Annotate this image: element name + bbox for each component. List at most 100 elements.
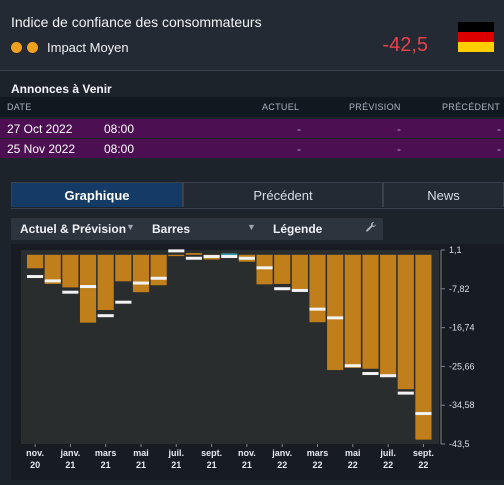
x-tick-label: sept. <box>413 448 434 458</box>
x-tick-label: janv. <box>59 448 80 458</box>
chevron-down-icon[interactable]: ▼ <box>247 222 256 232</box>
chart-bar <box>256 254 273 285</box>
legend-button[interactable]: Légende <box>273 222 323 236</box>
chart-bar <box>27 254 44 269</box>
upcoming-table-header: DATE ACTUEL PRÉVISION PRÉCÉDENT <box>0 97 504 117</box>
chart-toolbar: Actuel & Prévision ▼ Barres ▼ Légende <box>11 218 383 240</box>
chart-bar <box>150 254 167 286</box>
y-tick-label: -34,58 <box>449 400 475 410</box>
upcoming-title: Annonces à Venir <box>11 82 112 96</box>
forecast-marker <box>344 364 361 368</box>
chart-bar <box>221 253 238 255</box>
chart-bar <box>309 254 326 323</box>
row-previous: - <box>497 122 501 136</box>
x-tick-label: mai <box>345 448 361 458</box>
indicator-header: Indice de confiance des consommateurs Im… <box>0 0 504 70</box>
divider <box>0 70 504 71</box>
chart-bar <box>344 254 361 368</box>
row-previous: - <box>497 142 501 156</box>
chart-bar <box>291 254 308 291</box>
y-tick-label: -25,66 <box>449 361 475 371</box>
y-tick-label: -43,5 <box>449 439 470 449</box>
chart-bar <box>132 254 150 293</box>
row-actual: - <box>297 142 301 156</box>
table-row[interactable]: 27 Oct 2022 08:00 - - - <box>0 119 504 138</box>
chart-bar <box>62 254 79 288</box>
tab-news[interactable]: News <box>383 182 504 207</box>
x-tick-label: juil. <box>168 448 185 458</box>
forecast-marker <box>150 276 167 280</box>
y-tick-label: -7,82 <box>449 284 470 294</box>
col-previous: PRÉCÉDENT <box>442 102 501 112</box>
x-tick-label: mars <box>95 448 117 458</box>
x-tick-label: 22 <box>348 460 358 470</box>
forecast-marker <box>44 279 61 283</box>
chart-area: 1,1 -7,82 -16,74 -25,66 -34,58 -43,5 nov. 20 jan… <box>11 244 504 480</box>
y-tick-label: 1,1 <box>449 245 462 255</box>
chart-bar <box>168 254 185 257</box>
x-tick-label: 21 <box>65 460 75 470</box>
x-tick-label: janv. <box>271 448 292 458</box>
impact-dot-icon <box>27 42 38 53</box>
x-tick-label: 22 <box>277 460 287 470</box>
col-date: DATE <box>7 102 32 112</box>
x-tick-label: 21 <box>101 460 111 470</box>
chart-bar <box>97 254 114 311</box>
view-dropdown[interactable]: Actuel & Prévision <box>20 222 127 236</box>
x-tick-label: 22 <box>418 460 428 470</box>
tab-graphique[interactable]: Graphique <box>11 182 183 207</box>
chevron-down-icon[interactable]: ▼ <box>126 222 135 232</box>
forecast-marker <box>203 255 220 259</box>
forecast-marker <box>168 249 185 253</box>
forecast-marker <box>185 256 203 260</box>
forecast-marker <box>362 372 379 376</box>
x-tick-label: sept. <box>201 448 222 458</box>
type-dropdown[interactable]: Barres <box>152 222 191 236</box>
x-tick-label: 22 <box>383 460 393 470</box>
impact-label: Impact Moyen <box>47 40 129 55</box>
x-tick-label: juil. <box>379 448 396 458</box>
x-tick-label: nov. <box>238 448 256 458</box>
tab-precedent[interactable]: Précédent <box>183 182 383 207</box>
forecast-marker <box>27 275 44 279</box>
forecast-marker <box>238 256 255 260</box>
row-time: 08:00 <box>104 142 135 156</box>
col-forecast: PRÉVISION <box>349 102 401 112</box>
forecast-marker <box>397 391 414 395</box>
row-date: 25 Nov 2022 <box>7 142 76 156</box>
chart-bar <box>362 254 379 369</box>
forecast-marker <box>380 374 397 378</box>
chart-bar <box>115 254 132 282</box>
chart-bar <box>327 254 344 371</box>
x-tick-label: mai <box>133 448 149 458</box>
chart-bar <box>380 254 397 376</box>
table-row[interactable]: 25 Nov 2022 08:00 - - - <box>0 139 504 158</box>
chart-bar <box>397 254 414 390</box>
forecast-marker <box>62 290 79 294</box>
forecast-marker <box>97 314 114 318</box>
forecast-marker <box>291 288 308 292</box>
x-tick-label: 21 <box>171 460 181 470</box>
forecast-marker <box>132 281 150 285</box>
germany-flag-icon <box>458 22 494 52</box>
indicator-title: Indice de confiance des consommateurs <box>11 14 262 30</box>
chart-bar <box>185 253 203 255</box>
row-forecast: - <box>397 122 401 136</box>
forecast-marker <box>327 316 344 320</box>
x-tick-label: mars <box>307 448 329 458</box>
chart-bar <box>79 254 97 323</box>
col-actual: ACTUEL <box>262 102 300 112</box>
impact-dot-icon <box>11 42 22 53</box>
chart-bar <box>44 254 61 284</box>
forecast-marker <box>415 412 432 416</box>
bar-chart: 1,1 -7,82 -16,74 -25,66 -34,58 -43,5 nov. 20 jan… <box>21 245 475 470</box>
chart-bar <box>274 254 291 284</box>
forecast-marker <box>309 307 326 311</box>
x-tick-label: 22 <box>313 460 323 470</box>
row-time: 08:00 <box>104 122 135 136</box>
row-forecast: - <box>397 142 401 156</box>
wrench-icon[interactable] <box>365 221 377 236</box>
x-tick-label: nov. <box>26 448 44 458</box>
forecast-marker <box>274 287 291 291</box>
x-tick-label: 21 <box>207 460 217 470</box>
